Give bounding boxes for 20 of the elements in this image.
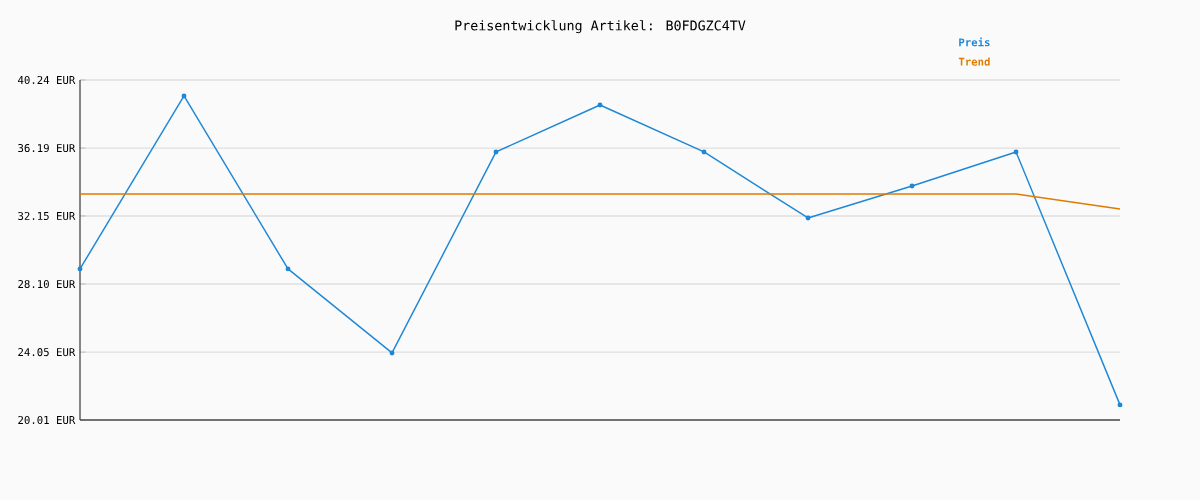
text: Preis — [959, 37, 990, 47]
point — [181, 93, 187, 99]
point — [805, 215, 811, 221]
point — [1013, 149, 1019, 155]
point — [493, 149, 499, 155]
chart-title: Preisentwicklung Artikel: B0FDGZC4TV — [455, 20, 746, 34]
y-tick-label: 28.10 EUR — [18, 279, 76, 289]
point — [389, 350, 395, 356]
point — [909, 183, 915, 189]
y-tick-label: 36.19 EUR — [18, 144, 76, 153]
point — [77, 266, 83, 272]
y-tick-label: 32.15 EUR — [18, 211, 76, 220]
y-tick-label: 40.24 EUR — [18, 75, 76, 85]
point — [701, 149, 707, 155]
text: Trend — [958, 57, 990, 66]
y-tick-label: 20.01 EUR — [18, 415, 76, 425]
point — [1117, 402, 1123, 408]
point — [597, 102, 603, 108]
point — [285, 266, 291, 272]
y-tick-label: 24.05 EUR — [18, 348, 76, 357]
